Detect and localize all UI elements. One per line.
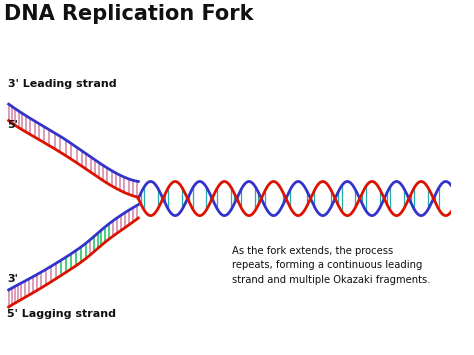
Text: DNA Replication Fork: DNA Replication Fork [4, 4, 254, 24]
Text: As the fork extends, the process
repeats, forming a continuous leading
strand an: As the fork extends, the process repeats… [232, 246, 431, 285]
Text: 3': 3' [7, 274, 18, 284]
Text: 5' Lagging strand: 5' Lagging strand [7, 309, 116, 319]
Text: 5': 5' [7, 120, 18, 130]
Text: 3' Leading strand: 3' Leading strand [8, 79, 117, 89]
